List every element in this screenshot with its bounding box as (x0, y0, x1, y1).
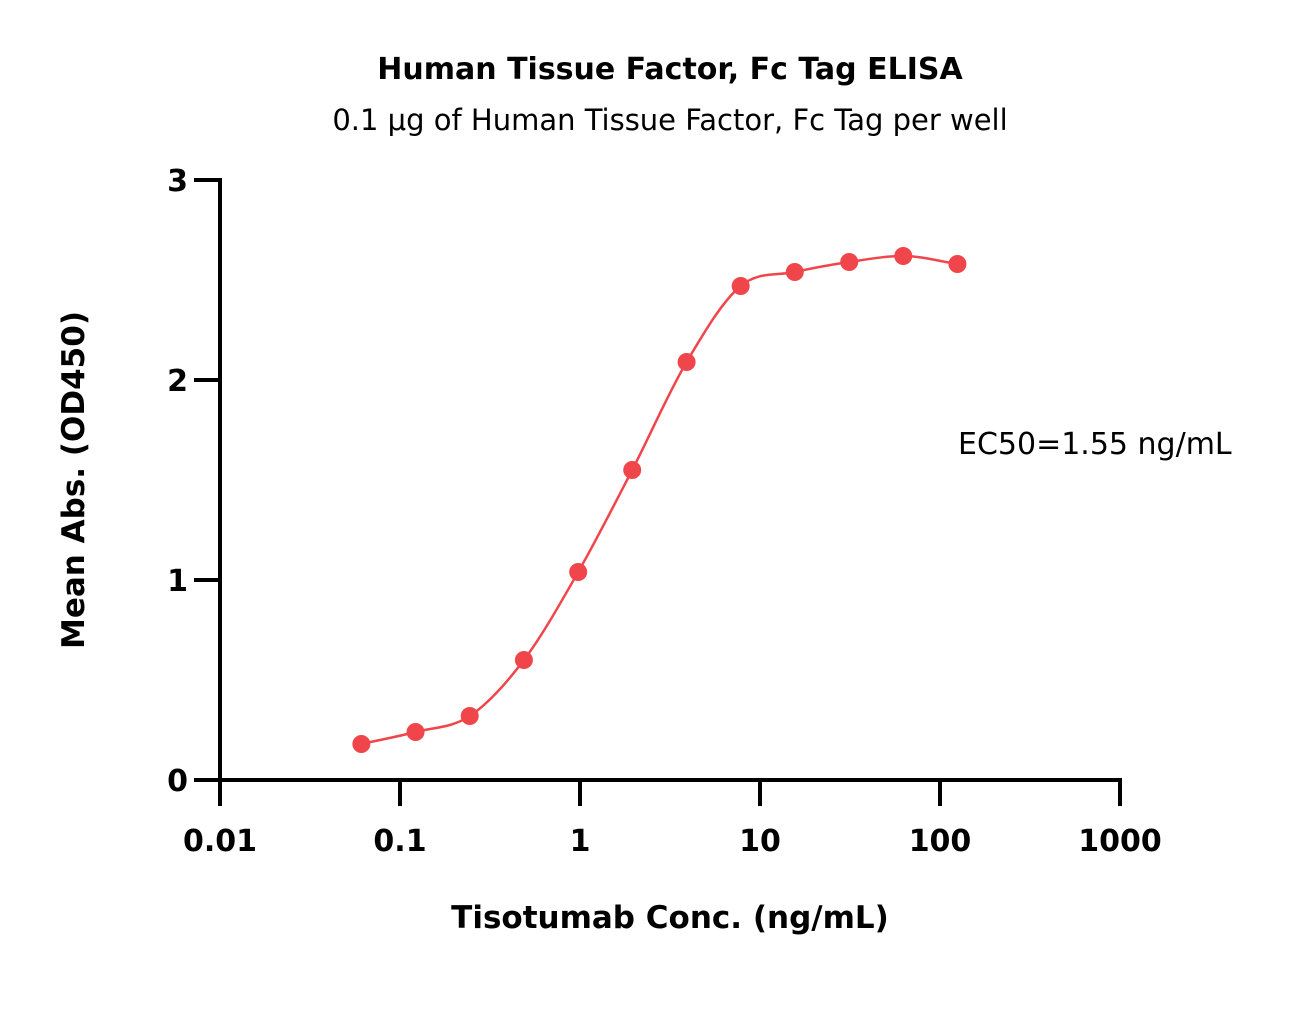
y-tick-label: 3 (167, 164, 188, 199)
fit-curve-layer (361, 254, 958, 746)
data-point (569, 563, 588, 581)
x-tick-label: 0.01 (183, 824, 257, 859)
data-point (785, 263, 804, 281)
data-point (840, 253, 859, 271)
y-tick-label: 0 (167, 764, 188, 799)
x-tick-label: 100 (909, 824, 972, 859)
x-axis-ticks: 0.01 0.1 1 10 100 1000 (183, 780, 1162, 859)
x-tick-label: 1 (570, 824, 591, 859)
chart-title: Human Tissue Factor, Fc Tag ELISA (377, 52, 963, 87)
data-point (677, 353, 696, 371)
data-point (948, 255, 967, 273)
data-points (352, 247, 967, 753)
fit-curve (361, 254, 958, 746)
axes (218, 178, 1122, 782)
y-axis-title: Mean Abs. (OD450) (56, 311, 92, 649)
data-point (894, 247, 913, 265)
data-point (731, 277, 750, 295)
data-point (406, 723, 425, 741)
y-tick-label: 2 (167, 364, 188, 399)
x-tick-label: 1000 (1078, 824, 1162, 859)
data-point (623, 461, 642, 479)
data-point (514, 651, 533, 669)
x-tick-label: 10 (739, 824, 781, 859)
y-tick-label: 1 (167, 564, 188, 599)
x-tick-label: 0.1 (373, 824, 426, 859)
ec50-annotation: EC50=1.55 ng/mL (958, 427, 1232, 462)
data-point (352, 735, 371, 753)
data-point (460, 707, 479, 725)
chart-subtitle: 0.1 μg of Human Tissue Factor, Fc Tag pe… (332, 103, 1007, 137)
x-axis-title: Tisotumab Conc. (ng/mL) (451, 900, 889, 936)
y-axis-ticks: 0 1 2 3 (167, 164, 220, 799)
